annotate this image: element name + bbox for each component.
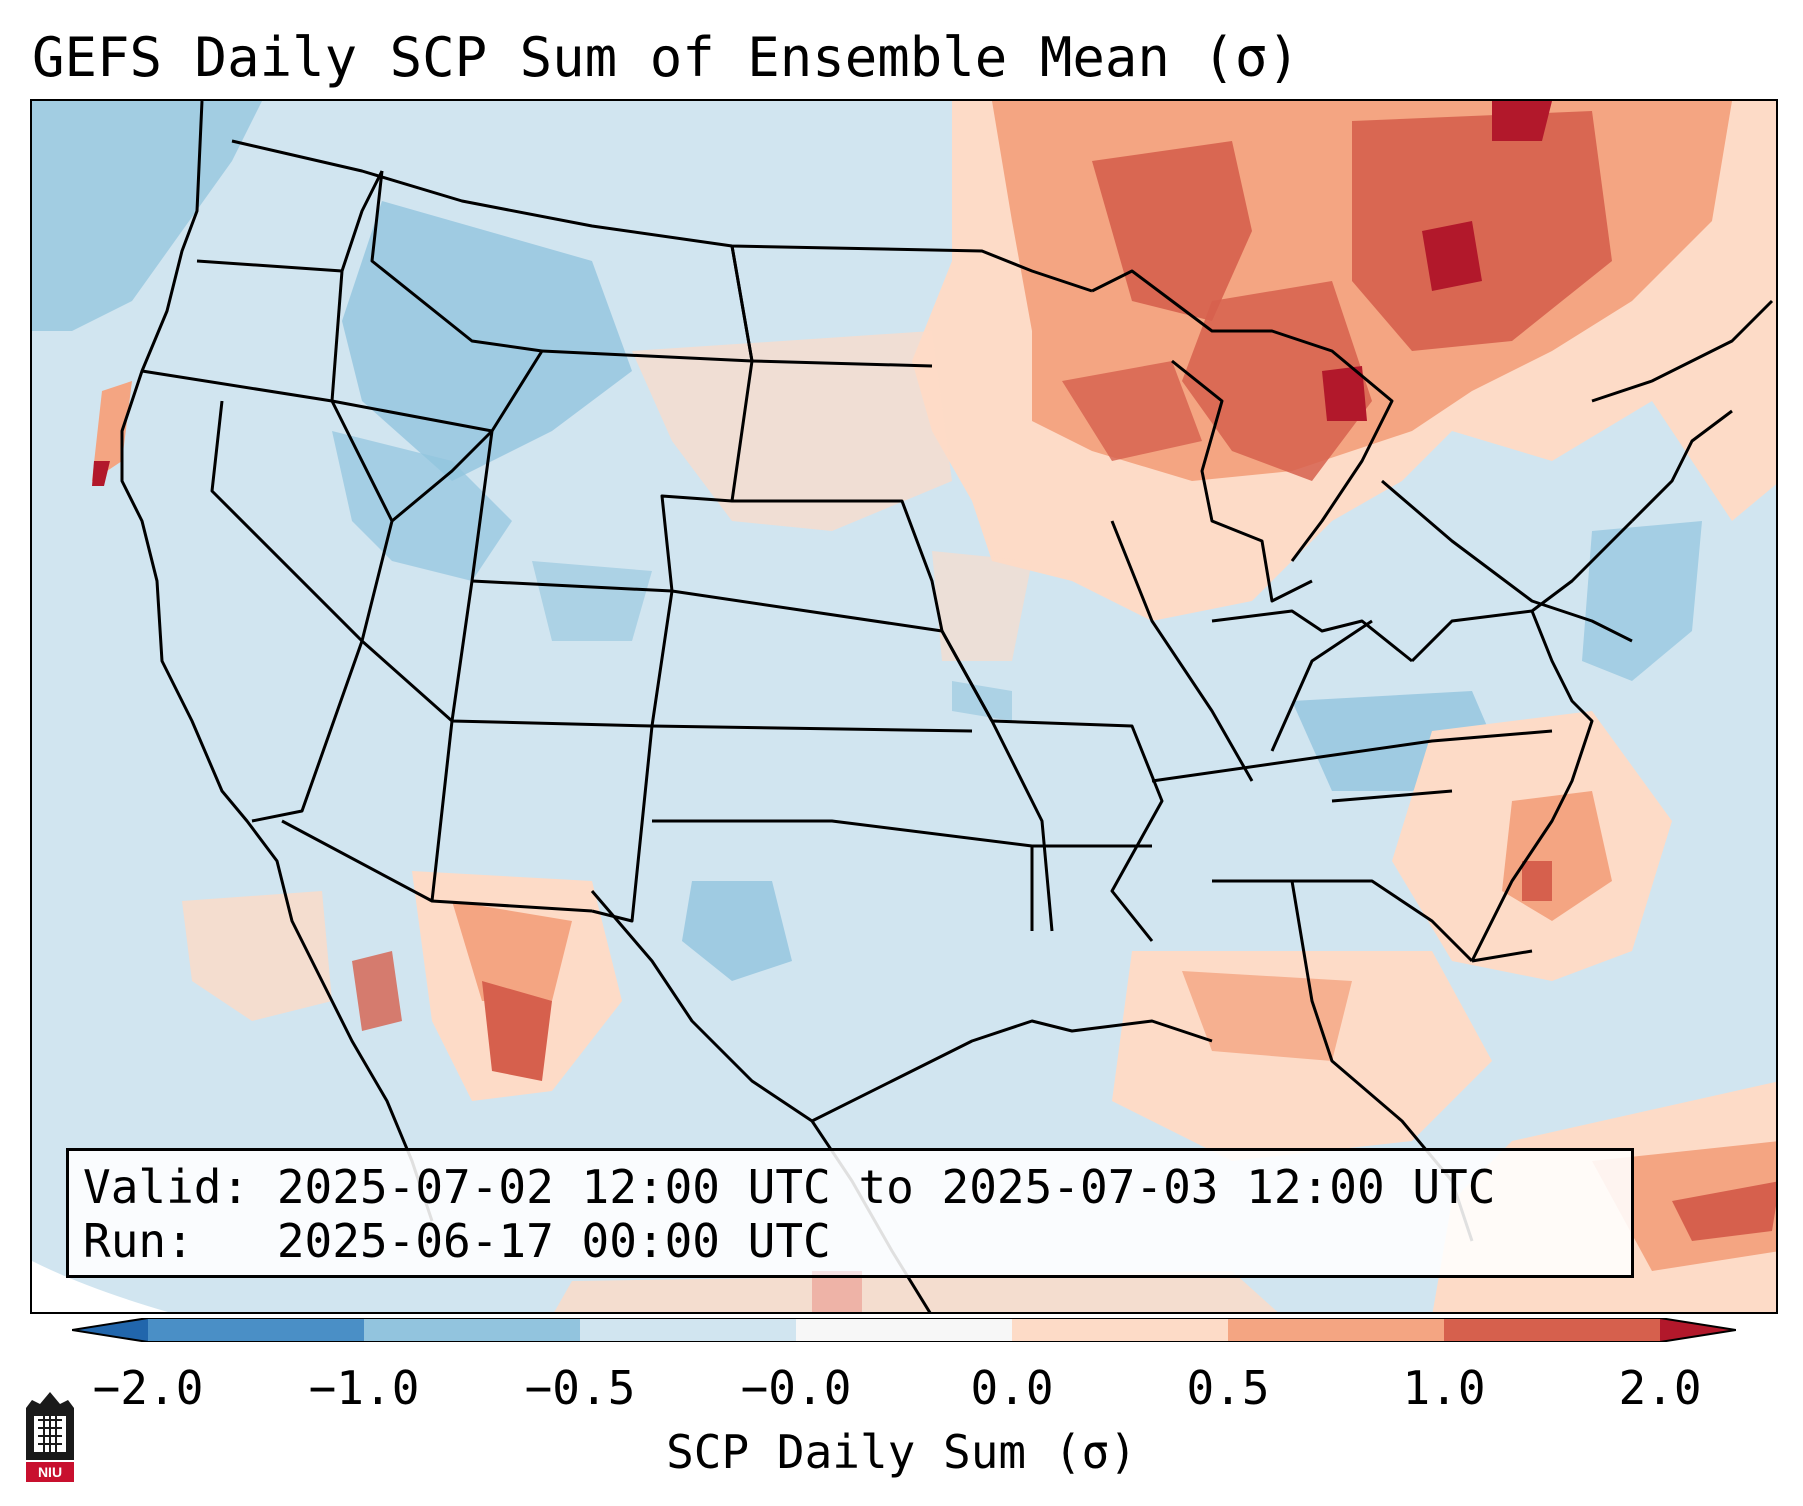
colorbar-segment [580,1318,796,1342]
colorbar-segment [1228,1318,1444,1342]
colorbar-segment [1012,1318,1228,1342]
colorbar-tick-label: −0.0 [740,1361,852,1415]
anomaly-field [32,101,1776,1312]
colorbar-overflow-triangle [1660,1318,1736,1342]
colorbar-tick-label: 0.5 [1186,1361,1270,1415]
niu-logo: NIU [26,1392,74,1482]
colorbar-tick-label: 1.0 [1402,1361,1486,1415]
map-canvas [32,101,1776,1312]
map-title: GEFS Daily SCP Sum of Ensemble Mean (σ) [32,26,1300,89]
colorbar-label: SCP Daily Sum (σ) [666,1425,1137,1479]
colorbar-tick-label: −0.5 [524,1361,636,1415]
map-panel [30,99,1778,1314]
colorbar-segment [796,1318,1012,1342]
colorbar-tick-label: −1.0 [308,1361,420,1415]
colorbar-segment [1444,1318,1660,1342]
niu-logo-text: NIU [38,1464,62,1480]
valid-time-text: Valid: 2025-07-02 12:00 UTC to 2025-07-0… [83,1160,1496,1214]
colorbar-tick-label: −2.0 [92,1361,204,1415]
colorbar-segment [364,1318,580,1342]
colorbar-tick-label: 2.0 [1618,1361,1702,1415]
colorbar [72,1318,1736,1342]
state-boundaries [120,101,1774,1312]
colorbar-tick-label: 0.0 [970,1361,1054,1415]
colorbar-segment [148,1318,364,1342]
colorbar-underflow-triangle [72,1318,148,1342]
validity-info-box: Valid: 2025-07-02 12:00 UTC to 2025-07-0… [66,1148,1634,1278]
run-time-text: Run: 2025-06-17 00:00 UTC [83,1214,831,1268]
